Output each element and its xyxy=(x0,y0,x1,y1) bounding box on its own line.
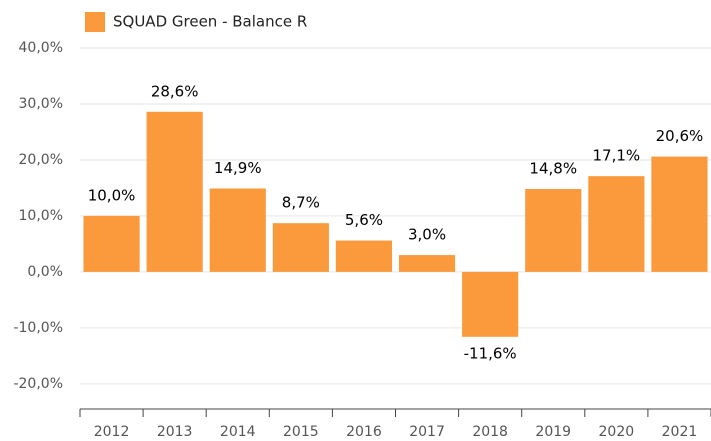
value-label: 5,6% xyxy=(345,211,383,229)
bar xyxy=(146,111,203,272)
x-tick-label: 2014 xyxy=(220,424,256,440)
value-label: 14,9% xyxy=(214,159,262,177)
bar xyxy=(272,223,329,272)
bar xyxy=(588,176,645,272)
y-tick-label: 40,0% xyxy=(19,40,63,56)
bar xyxy=(209,188,266,272)
y-tick-label: 30,0% xyxy=(19,96,63,112)
bar xyxy=(83,215,140,272)
bar xyxy=(525,189,582,272)
y-tick-label: 10,0% xyxy=(19,208,63,224)
x-tick-label: 2012 xyxy=(94,424,130,440)
bar xyxy=(335,240,393,272)
y-tick-label: -20,0% xyxy=(13,376,63,392)
x-tick-label: 2015 xyxy=(283,424,319,440)
x-tick-label: 2016 xyxy=(346,424,382,440)
value-label: 3,0% xyxy=(408,226,446,244)
bar xyxy=(462,271,519,337)
value-label: 10,0% xyxy=(88,186,136,204)
value-label: 28,6% xyxy=(151,82,199,100)
x-tick-label: 2018 xyxy=(472,424,508,440)
y-tick-label: 20,0% xyxy=(19,152,63,168)
value-label: 17,1% xyxy=(593,147,641,165)
value-label: 14,8% xyxy=(529,160,577,178)
x-tick-label: 2021 xyxy=(662,424,698,440)
value-label: -11,6% xyxy=(464,344,517,362)
x-tick-label: 2013 xyxy=(157,424,193,440)
x-tick-label: 2017 xyxy=(409,424,445,440)
legend-label: SQUAD Green - Balance R xyxy=(113,13,307,31)
y-tick-label: -10,0% xyxy=(13,320,63,336)
value-label: 8,7% xyxy=(282,194,320,212)
y-tick-label: 0,0% xyxy=(27,264,63,280)
x-tick-label: 2019 xyxy=(535,424,571,440)
legend-swatch xyxy=(85,12,105,32)
value-label: 20,6% xyxy=(656,127,704,145)
bar xyxy=(398,255,456,272)
x-tick-label: 2020 xyxy=(599,424,635,440)
bar xyxy=(651,156,708,272)
